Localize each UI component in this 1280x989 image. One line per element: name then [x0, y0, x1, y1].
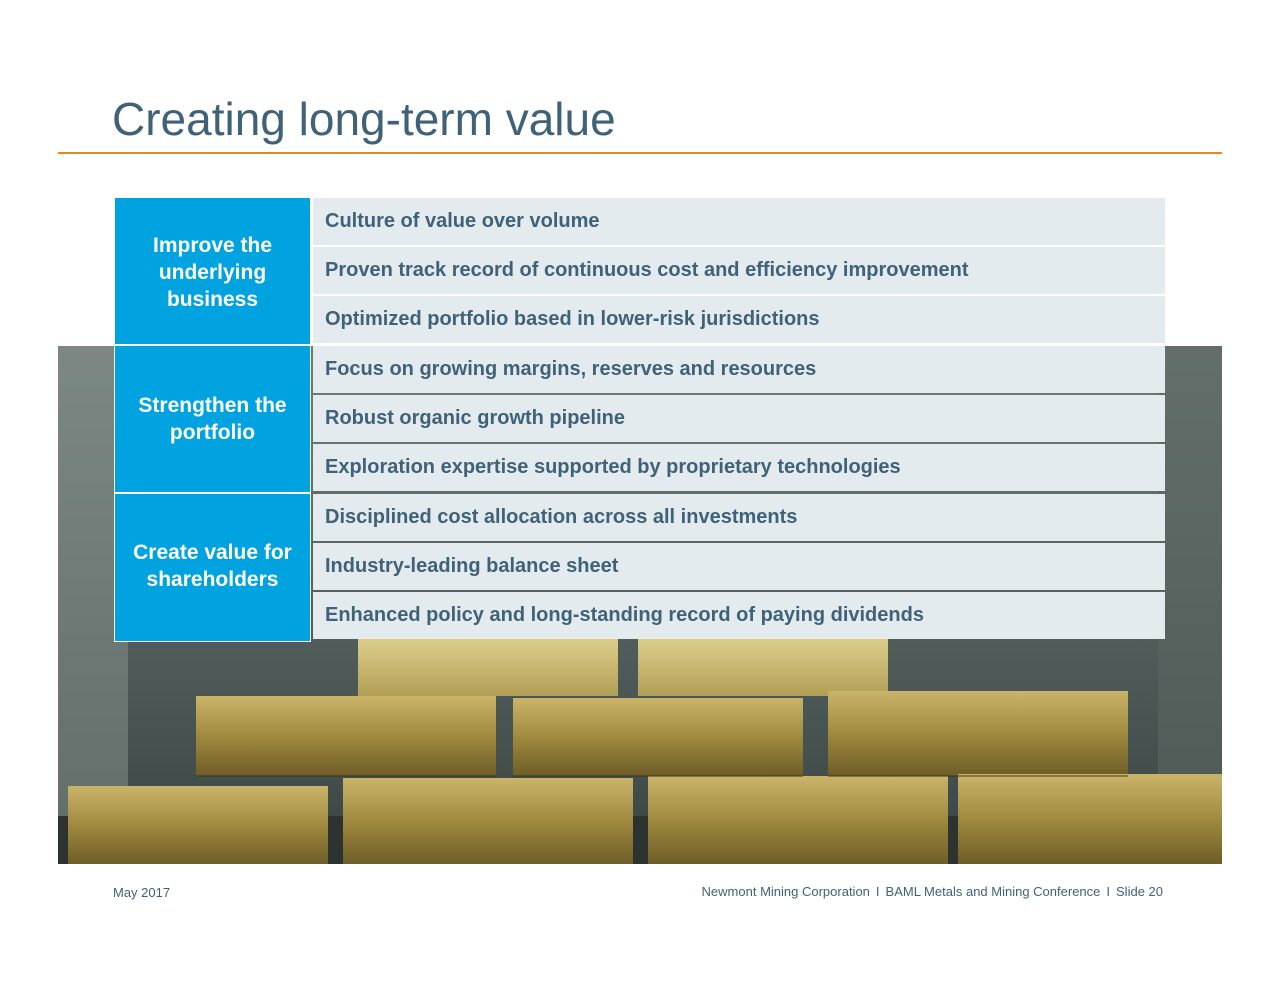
footer-event: BAML Metals and Mining Conference: [885, 884, 1101, 899]
table-row: Optimized portfolio based in lower-risk …: [313, 296, 1165, 343]
footer-slide-number: Slide 20: [1116, 884, 1163, 899]
group-label-line: Improve the: [152, 234, 273, 257]
group-label-line: shareholders: [146, 568, 279, 591]
table-row: Robust organic growth pipeline: [313, 395, 1165, 442]
group-label-line: Strengthen the: [138, 394, 287, 417]
footer-info: Newmont Mining Corporation I BAML Metals a…: [702, 884, 1163, 899]
footer-date: May 2017: [113, 885, 171, 900]
group-improve-business: Improve the underlying business Culture …: [114, 197, 1166, 345]
table-row: Enhanced policy and long-standing record…: [313, 592, 1165, 639]
group-label: Create value for shareholders: [114, 493, 311, 642]
group-label: Improve the underlying business: [114, 197, 311, 345]
table-row: Proven track record of continuous cost a…: [313, 247, 1165, 294]
table-row: Industry-leading balance sheet: [313, 543, 1165, 590]
table-row: Focus on growing margins, reserves and r…: [313, 346, 1165, 393]
title-divider: [58, 152, 1222, 154]
footer-separator: I: [875, 884, 880, 899]
value-table: Improve the underlying business Culture …: [114, 197, 1166, 642]
group-strengthen-portfolio: Strengthen the portfolio Focus on growin…: [114, 345, 1166, 493]
table-row: Exploration expertise supported by propr…: [313, 444, 1165, 491]
footer-company: Newmont Mining Corporation: [701, 884, 870, 899]
table-row: Disciplined cost allocation across all i…: [313, 494, 1165, 541]
group-label-line: Create value for: [133, 541, 292, 564]
group-label-line: business: [166, 288, 259, 311]
footer-separator: I: [1106, 884, 1111, 899]
group-label-line: underlying: [158, 261, 267, 284]
slide-title: Creating long-term value: [112, 93, 616, 145]
group-label: Strengthen the portfolio: [114, 345, 311, 493]
group-label-line: portfolio: [169, 421, 256, 444]
group-create-value: Create value for shareholders Discipline…: [114, 493, 1166, 642]
table-row: Culture of value over volume: [313, 198, 1165, 245]
